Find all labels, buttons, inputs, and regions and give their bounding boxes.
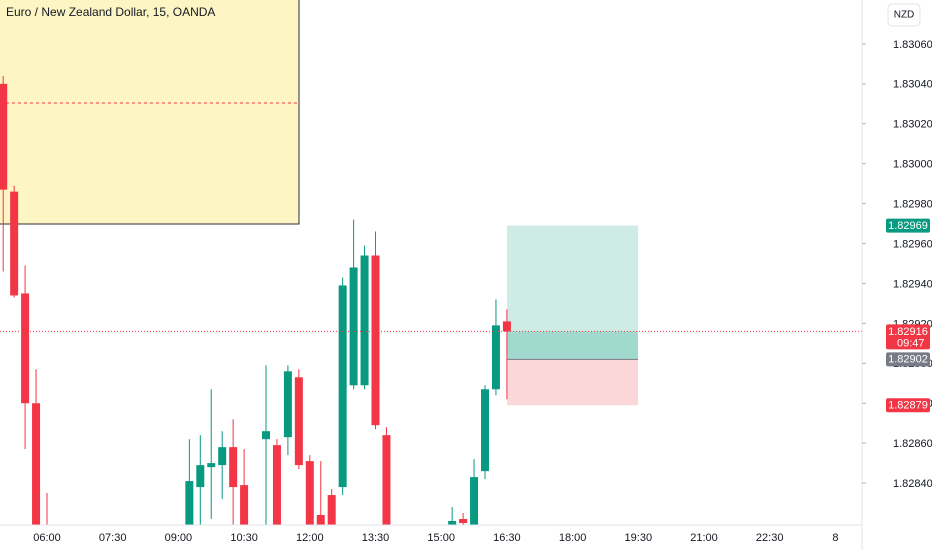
plot-area: [0, 0, 862, 525]
y-tick-label: 1.82860: [893, 438, 932, 450]
y-tick-label: 1.82840: [893, 478, 932, 490]
candle-body: [371, 255, 380, 426]
stop-label: 1.82879: [888, 400, 928, 412]
loss-zone: [507, 359, 638, 406]
entry-label-bg: [886, 352, 930, 367]
current-price-label-bg: [886, 324, 930, 350]
candle-body: [185, 481, 194, 525]
y-tick-label: 1.83040: [893, 79, 932, 91]
candle-body: [316, 515, 325, 525]
candle-body: [481, 389, 489, 472]
y-tick-label: 1.82960: [893, 238, 932, 250]
y-tick-label: 1.83000: [893, 159, 932, 171]
candle-body: [32, 403, 41, 525]
candle-body: [207, 463, 216, 468]
y-tick-label: 1.83060: [893, 39, 932, 51]
entry-label: 1.82902: [888, 354, 928, 366]
candle-body: [360, 255, 369, 386]
target-label: 1.82969: [888, 220, 928, 232]
y-tick-label: 1.82940: [893, 278, 932, 290]
candle-body: [229, 447, 238, 488]
candle-body: [218, 447, 227, 466]
x-tick-label: 13:30: [362, 532, 390, 544]
countdown-label: 09:47: [897, 337, 925, 349]
x-tick-label: 07:30: [99, 532, 127, 544]
currency-label[interactable]: NZD: [894, 10, 915, 21]
y-tick-label: 1.83020: [893, 119, 932, 131]
target-label-bg: [886, 218, 930, 233]
x-tick-label: 15:00: [427, 532, 455, 544]
candle-body: [327, 495, 336, 525]
x-tick-label: 09:00: [165, 532, 193, 544]
x-tick-label: 12:00: [296, 532, 324, 544]
candle-body: [502, 321, 511, 332]
stop-label-bg: [886, 398, 930, 413]
currency-button[interactable]: [887, 3, 921, 27]
candle-body: [491, 325, 500, 390]
candle-body: [338, 285, 347, 488]
x-tick-label: 10:30: [230, 532, 258, 544]
candle-body: [448, 521, 457, 525]
candle-body: [294, 377, 303, 466]
note-box: [0, 0, 300, 225]
candle-body: [21, 293, 30, 404]
y-tick-label: 1.82980: [893, 199, 932, 211]
candle-body: [283, 371, 292, 438]
profit-zone: [507, 225, 638, 360]
candle-body: [196, 465, 205, 488]
x-tick-label: 16:30: [493, 532, 521, 544]
candle-body: [459, 519, 468, 524]
candle-body: [305, 461, 314, 525]
x-tick-label: 06:00: [33, 532, 61, 544]
x-tick-label: 19:30: [625, 532, 653, 544]
x-tick-label: 21:00: [690, 532, 718, 544]
current-price-label: 1.82916: [888, 326, 928, 338]
x-tick-label: 18:00: [559, 532, 587, 544]
candle-body: [10, 191, 19, 296]
x-tick-label: 8: [832, 532, 838, 544]
candle-body: [262, 431, 270, 440]
x-tick-label: 22:30: [756, 532, 784, 544]
candle-body: [272, 445, 281, 525]
candle-body: [0, 83, 8, 190]
candle-body: [470, 477, 479, 525]
candle-body: [382, 435, 391, 525]
candle-body: [349, 267, 358, 386]
open-profit: [507, 331, 638, 360]
candle-body: [240, 485, 249, 525]
chart-title: Euro / New Zealand Dollar, 15, OANDA: [6, 5, 215, 19]
